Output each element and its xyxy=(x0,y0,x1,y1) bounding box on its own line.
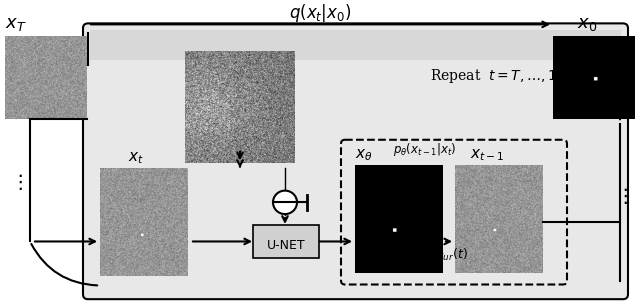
Text: $\sigma_{blur}(t)$: $\sigma_{blur}(t)$ xyxy=(426,247,467,263)
FancyBboxPatch shape xyxy=(341,140,567,285)
Text: $x_\theta$: $x_\theta$ xyxy=(355,147,372,163)
Text: Repeat  $t=T,\ldots,1$: Repeat $t=T,\ldots,1$ xyxy=(430,67,557,85)
Text: $x_T$: $x_T$ xyxy=(5,15,27,33)
FancyBboxPatch shape xyxy=(90,30,621,60)
Text: ⋮: ⋮ xyxy=(10,173,29,192)
Circle shape xyxy=(273,191,297,214)
Text: ⋮: ⋮ xyxy=(615,187,635,206)
Text: U-NET: U-NET xyxy=(267,239,305,252)
Text: $q(x_t|x_0)$: $q(x_t|x_0)$ xyxy=(289,2,351,25)
Text: $x_{t-1}$: $x_{t-1}$ xyxy=(470,147,504,163)
Text: $x_0$: $x_0$ xyxy=(577,15,597,33)
FancyArrowPatch shape xyxy=(31,244,97,286)
FancyBboxPatch shape xyxy=(83,23,628,299)
Text: $x_t$: $x_t$ xyxy=(128,150,144,166)
Text: $p_\theta(x_{t-1}|x_t)$: $p_\theta(x_{t-1}|x_t)$ xyxy=(393,142,456,158)
FancyBboxPatch shape xyxy=(253,225,319,258)
